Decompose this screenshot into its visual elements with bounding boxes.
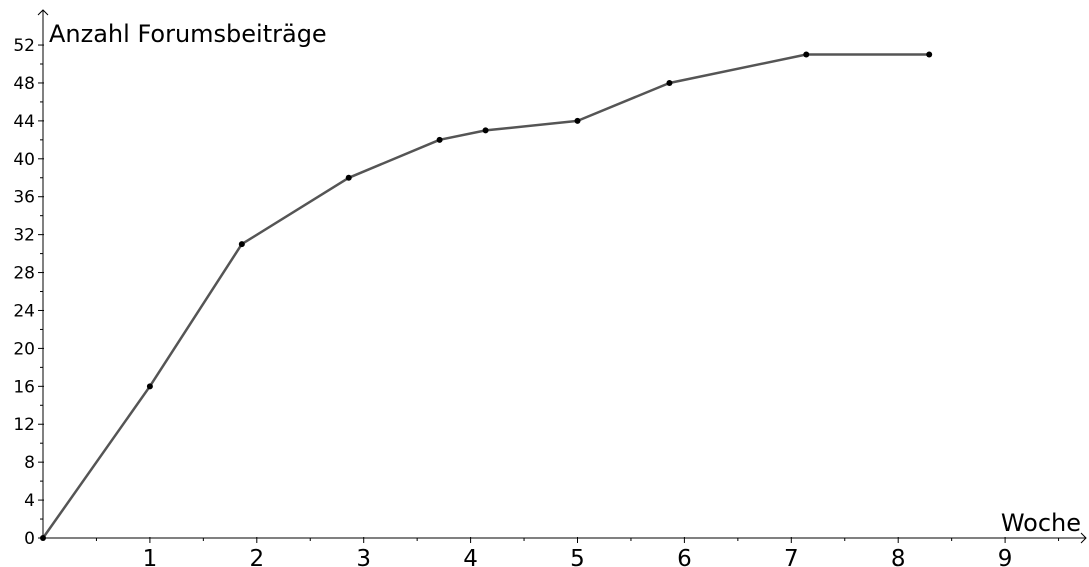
data-point: [482, 127, 489, 134]
y-tick-label: 4: [24, 491, 35, 511]
y-tick-label: 28: [13, 264, 35, 284]
data-point: [238, 241, 245, 248]
data-point: [436, 136, 443, 143]
data-point: [803, 51, 810, 58]
x-tick-label: 9: [998, 546, 1013, 567]
y-tick-label: 16: [13, 377, 35, 397]
x-tick-label: 1: [143, 546, 158, 567]
y-tick-label: 32: [13, 226, 35, 246]
y-axis-title: Anzahl Forumsbeiträge: [49, 20, 327, 48]
data-point: [146, 383, 153, 390]
x-axis-arrow: [1080, 532, 1087, 544]
x-axis-title: Woche: [1001, 509, 1081, 537]
y-axis-arrow: [37, 9, 49, 16]
data-point: [40, 535, 46, 541]
x-tick-label: 2: [249, 546, 264, 567]
data-points: [40, 51, 933, 541]
y-tick-label: 8: [24, 453, 35, 473]
y-tick-label: 44: [13, 112, 35, 132]
y-tick-label: 40: [13, 150, 35, 170]
x-tick-label: 3: [356, 546, 371, 567]
series-line: [41, 53, 930, 539]
axes: [37, 9, 1087, 544]
data-point: [926, 51, 933, 58]
data-point: [666, 79, 673, 86]
data-point: [345, 174, 352, 181]
ticks: [38, 44, 1060, 543]
data-point: [574, 117, 581, 124]
x-tick-label: 7: [784, 546, 799, 567]
x-tick-label: 6: [677, 546, 692, 567]
y-tick-label: 52: [13, 36, 35, 56]
x-tick-label: 8: [891, 546, 906, 567]
y-tick-label: 20: [13, 339, 35, 359]
y-tick-label: 24: [13, 301, 35, 321]
y-tick-label: 0: [24, 529, 35, 549]
y-tick-label: 12: [13, 415, 35, 435]
y-tick-label: 48: [13, 74, 35, 94]
x-tick-label: 5: [570, 546, 585, 567]
x-tick-label: 4: [463, 546, 478, 567]
y-tick-label: 36: [13, 188, 35, 208]
